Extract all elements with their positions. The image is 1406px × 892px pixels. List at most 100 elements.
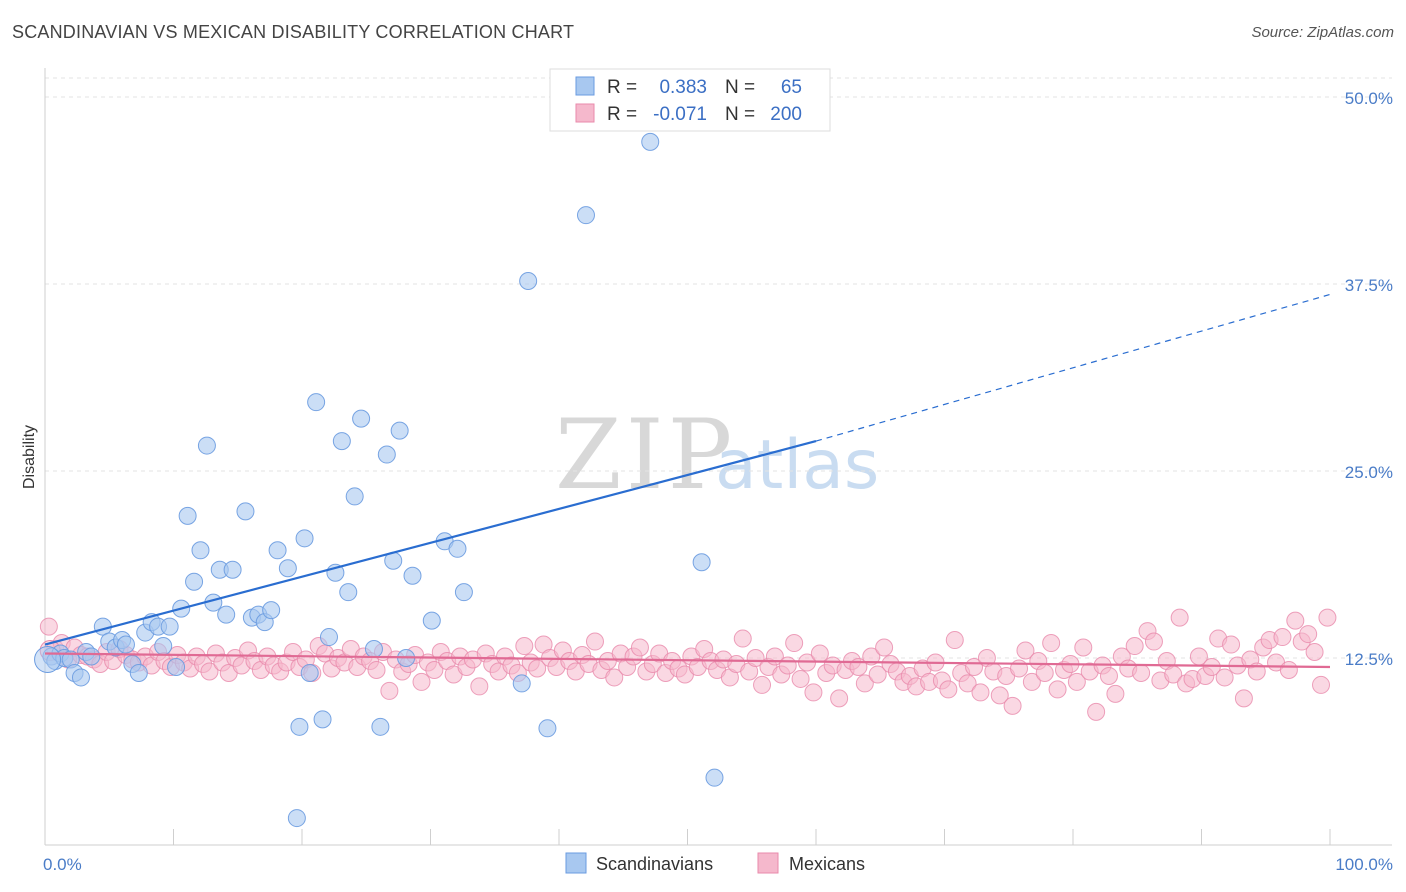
scandinavians-point — [197, 436, 216, 455]
mexicans-point — [875, 638, 894, 657]
watermark-atlas: atlas — [715, 426, 879, 505]
legend-r-value: 0.383 — [659, 77, 707, 98]
mexicans-point — [1125, 637, 1144, 656]
mexicans-point — [1048, 680, 1067, 699]
mexicans-point — [1273, 628, 1292, 647]
mexicans-point — [1132, 663, 1151, 682]
scandinavians-point — [167, 657, 186, 676]
scandinavians-point — [236, 502, 255, 521]
chart-title: SCANDINAVIAN VS MEXICAN DISABILITY CORRE… — [12, 22, 575, 42]
mexicans-point — [945, 631, 964, 650]
scandinavians-point — [34, 645, 62, 673]
mexicans-point — [1022, 672, 1041, 691]
x-tick-label: 0.0% — [43, 855, 82, 874]
scandinavians-point — [71, 668, 90, 687]
scandinavians-point — [116, 635, 135, 654]
mexicans-point — [412, 672, 431, 691]
mexicans-point — [528, 659, 547, 678]
mexicans-point — [1010, 659, 1029, 678]
mexicans-point — [39, 617, 58, 636]
y-tick-label: 50.0% — [1345, 89, 1393, 108]
x-tick-label: 100.0% — [1335, 855, 1393, 874]
scandinavians-point — [268, 541, 287, 560]
gridlines — [45, 77, 1392, 659]
legend-r-label: R = — [607, 77, 637, 98]
scandinavians-point — [339, 583, 358, 602]
mexicans-point — [862, 647, 881, 666]
correlation-legend: R = 0.383 N = 65 R = -0.071 N = 200 — [549, 68, 831, 132]
legend-r-label: R = — [607, 104, 637, 125]
scandinavians-point — [82, 647, 101, 666]
mexicans-point — [585, 632, 604, 651]
legend-n-label: N = — [725, 104, 755, 125]
legend-swatch — [575, 76, 595, 96]
mexicans-point — [1299, 625, 1318, 644]
scandinavians-trend-extension — [815, 293, 1331, 442]
mexicans-point — [958, 674, 977, 693]
legend-label-scandinavians: Scandinavians — [596, 854, 713, 874]
legend-label-mexicans: Mexicans — [789, 854, 865, 874]
mexicans-point — [791, 669, 810, 688]
legend-n-value: 200 — [770, 104, 802, 125]
mexicans-point — [1312, 675, 1331, 694]
scandinavians-point — [390, 421, 409, 440]
scandinavians-point — [345, 487, 364, 506]
scandinavians-point — [313, 710, 332, 729]
y-tick-label: 12.5% — [1345, 650, 1393, 669]
mexicans-point — [778, 656, 797, 675]
mexicans-point — [1042, 634, 1061, 653]
scandinavians-point — [154, 637, 173, 656]
scandinavians-point — [448, 539, 467, 558]
mexicans-point — [868, 665, 887, 684]
mexicans-point — [990, 686, 1009, 705]
mexicans-point — [1234, 689, 1253, 708]
axes — [44, 68, 1392, 846]
scandinavians-point — [692, 553, 711, 572]
legend-box — [549, 68, 831, 132]
y-tick-label: 25.0% — [1345, 463, 1393, 482]
mexicans-trend-line — [44, 652, 1331, 669]
mexicans-point — [733, 629, 752, 648]
scandinavians-point — [422, 611, 441, 630]
mexicans-point — [810, 644, 829, 663]
scandinavians-point — [300, 663, 319, 682]
mexicans-point — [1106, 684, 1125, 703]
mexicans-point — [367, 660, 386, 679]
scandinavians-point — [641, 132, 660, 151]
scandinavians-point — [290, 717, 309, 736]
mexicans-point — [425, 660, 444, 679]
trend-lines — [44, 293, 1331, 669]
mexicans-point — [1144, 632, 1163, 651]
scandinavians-point — [403, 566, 422, 585]
scandinavians-point — [307, 393, 326, 412]
mexicans-point — [746, 649, 765, 667]
mexicans-point — [1222, 635, 1241, 654]
scandinavians-point — [319, 628, 338, 647]
mexicans-point — [200, 662, 219, 681]
scandinavians-point — [160, 617, 179, 636]
scandinavians-point — [519, 272, 538, 291]
mexicans-point — [785, 634, 804, 653]
scandinavians-point — [352, 409, 371, 428]
mexicans-point — [753, 675, 772, 694]
y-tick-label: 37.5% — [1345, 276, 1393, 295]
mexicans-point — [1099, 666, 1118, 685]
mexicans-point — [1016, 641, 1035, 660]
scandinavians-point — [332, 432, 351, 451]
scandinavians-point — [377, 445, 396, 464]
scandinavians-point — [371, 717, 390, 736]
scandinavians-points — [34, 132, 724, 828]
watermark: ZIP atlas — [555, 399, 879, 511]
mexicans-point — [1286, 611, 1305, 630]
scandinavians-point — [705, 768, 724, 787]
mexicans-point — [804, 683, 823, 702]
source-label: Source: ZipAtlas.com — [1251, 24, 1394, 41]
scandinavians-point — [538, 719, 557, 738]
scandinavians-point — [262, 601, 281, 620]
mexicans-point — [380, 681, 399, 700]
scandinavians-point — [185, 572, 204, 591]
legend-swatch — [575, 103, 595, 123]
scandinavians-point — [178, 506, 197, 525]
mexicans-point — [470, 677, 489, 696]
mexicans-point — [1170, 608, 1189, 627]
